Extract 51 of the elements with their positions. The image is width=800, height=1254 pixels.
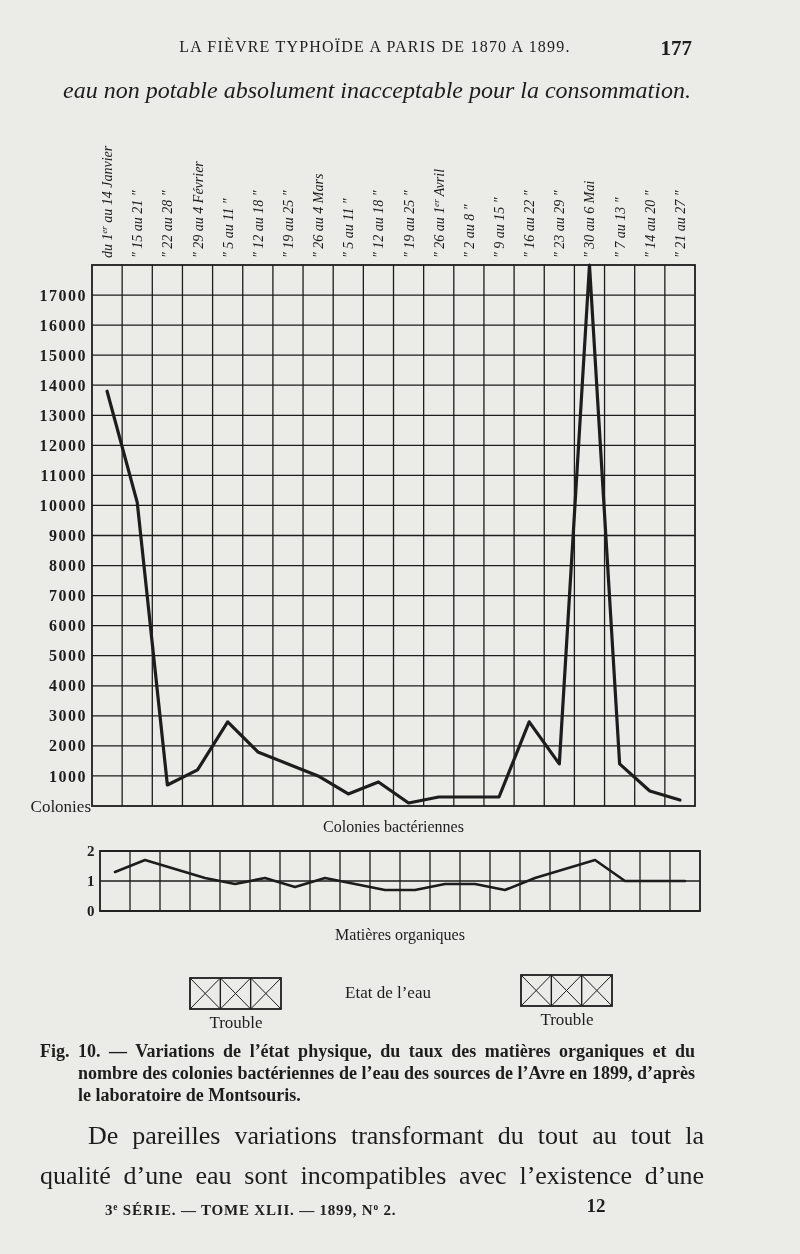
x-tick-label: ″ 30 au 6 Mai (582, 180, 598, 258)
caption: Fig. 10. — Variations de l’état physique, du taux des matières organiques et du nombre des colonies bactériennes de l’eau des sources de l’Avre en 1899, d’après le laboratoire de Montsouris. (40, 1040, 695, 1106)
y-axis-title: Colonies (30, 797, 91, 816)
text: 12 (586, 1195, 606, 1216)
text: 177 (660, 36, 692, 60)
y-tick-label: 3000 (49, 707, 87, 725)
text: 3$^{e}$ SÉRIE. — TOME XLII. — 1899, N$^{o}$ 2. (105, 1202, 397, 1218)
x-tick-label: ″ 23 au 29 ″ (552, 190, 568, 258)
y-tick-label: 14000 (39, 376, 87, 394)
y-tick-label: 16000 (39, 316, 87, 334)
y-tick-label: 8000 (49, 557, 87, 575)
y-tick-label: 2 (87, 843, 96, 860)
text: De pareilles variations transformant du tout au tout la qualité d’une eau sont incompatibles avec l’existence d’une (40, 1120, 704, 1192)
y-tick-label: 4000 (49, 677, 87, 695)
y-tick-label: 15000 (39, 346, 87, 364)
x-tick-label: ″ 19 au 25 ″ (280, 190, 296, 258)
x-axis-title: Matières organiques (335, 926, 465, 944)
y-tick-label: 6000 (49, 617, 87, 635)
y-tick-label: 7000 (49, 587, 87, 605)
y-tick-label: 10000 (39, 497, 87, 515)
x-tick-label: ″ 26 au 4 Mars (311, 173, 327, 258)
y-tick-label: 9000 (49, 527, 87, 545)
x-tick-label: ″ 29 au 4 Février (190, 160, 206, 258)
x-tick-label: ″ 5 au 11 ″ (341, 198, 357, 258)
y-tick-label: 17000 (39, 286, 87, 304)
x-tick-label: ″ 12 au 18 ″ (371, 190, 387, 258)
x-tick-label: ″ 22 au 28 ″ (160, 190, 176, 258)
y-tick-label: 1000 (49, 767, 87, 785)
x-tick-label: ″ 12 au 18 ″ (250, 190, 266, 258)
text: LA FIÈVRE TYPHOÏDE A PARIS DE 1870 A 1899. (179, 37, 571, 55)
y-tick-label: 0 (87, 903, 96, 920)
x-tick-label: ″ 2 au 8 ″ (461, 204, 477, 258)
text: eau non potable absolument inacceptable pour la consommation. (63, 77, 691, 103)
text: Trouble (540, 1010, 594, 1029)
x-tick-label: ″ 16 au 22 ″ (522, 190, 538, 258)
x-tick-label: ″ 19 au 25 ″ (401, 190, 417, 258)
y-tick-label: 12000 (39, 436, 87, 454)
x-tick-label: ″ 9 au 15 ″ (492, 197, 508, 258)
y-tick-label: 5000 (49, 647, 87, 665)
y-tick-label: 1 (87, 873, 96, 890)
x-tick-label: ″ 21 au 27 ″ (672, 190, 688, 258)
text: Etat de l’eau (345, 983, 432, 1002)
x-tick-label: ″ 15 au 21 ″ (130, 190, 146, 258)
y-tick-label: 2000 (49, 737, 87, 755)
y-tick-label: 11000 (40, 466, 87, 484)
x-axis-title: Colonies bactériennes (323, 818, 464, 835)
y-tick-label: 13000 (39, 406, 87, 424)
x-tick-label: ″ 14 au 20 ″ (642, 190, 658, 258)
text: Trouble (209, 1013, 263, 1032)
x-tick-label: ″ 5 au 11 ″ (220, 198, 236, 258)
x-tick-label: ″ 7 au 13 ″ (612, 197, 628, 258)
